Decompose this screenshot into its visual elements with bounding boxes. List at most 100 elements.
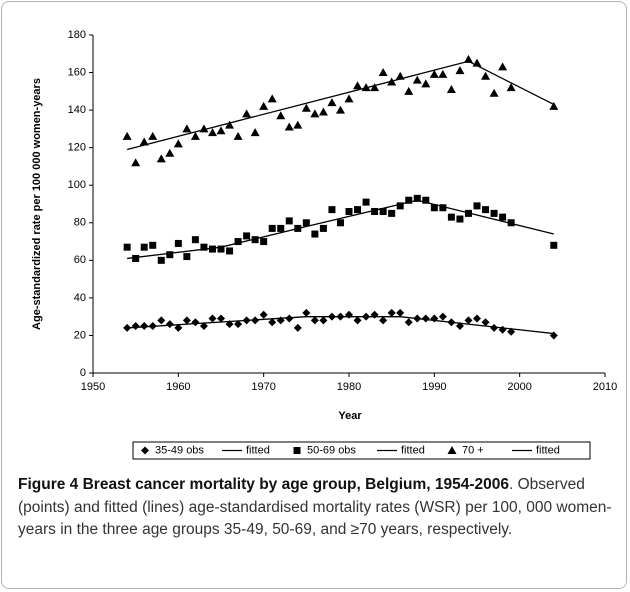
marker-triangle	[353, 81, 363, 90]
marker-triangle	[267, 94, 277, 103]
marker-triangle	[301, 103, 311, 112]
marker-diamond	[319, 316, 328, 325]
marker-diamond	[353, 316, 362, 325]
marker-diamond	[345, 310, 353, 319]
marker-square	[191, 236, 199, 244]
marker-square	[226, 247, 234, 255]
y-tick-label: 40	[74, 292, 86, 304]
marker-diamond	[421, 314, 430, 323]
legend-label: 35-49 obs	[155, 444, 204, 456]
marker-triangle	[242, 109, 252, 118]
y-tick-label: 180	[68, 29, 86, 41]
chart: Year Age-standardized rate per 100 000 w…	[31, 29, 617, 460]
marker-triangle	[190, 131, 200, 140]
marker-square	[319, 224, 327, 232]
x-tick-label: 1960	[166, 381, 190, 393]
marker-diamond	[285, 314, 294, 323]
marker-diamond	[157, 316, 166, 325]
marker-square	[123, 243, 131, 251]
marker-diamond	[464, 316, 473, 325]
legend-label: fitted	[246, 444, 270, 456]
marker-triangle	[233, 131, 243, 140]
marker-triangle	[122, 131, 132, 140]
x-tick-label: 2000	[507, 381, 531, 393]
marker-square	[208, 245, 216, 253]
marker-triangle	[293, 120, 303, 129]
marker-diamond	[199, 322, 208, 331]
marker-square	[183, 253, 191, 261]
fitted-line	[127, 316, 554, 335]
marker-square	[447, 213, 455, 221]
legend-label: fitted	[536, 444, 560, 456]
marker-square	[430, 204, 438, 212]
marker-diamond	[174, 323, 183, 332]
marker-square	[268, 224, 276, 232]
marker-square	[490, 209, 498, 217]
marker-triangle	[481, 71, 491, 80]
marker-triangle	[506, 83, 516, 92]
x-tick-label: 2010	[593, 381, 617, 393]
marker-square	[482, 206, 490, 214]
marker-diamond	[234, 320, 243, 329]
y-tick-label: 100	[68, 179, 86, 191]
marker-diamond	[131, 322, 140, 331]
marker-triangle	[165, 148, 175, 157]
marker-triangle	[370, 83, 380, 92]
marker-square	[293, 447, 301, 454]
y-tick-label: 140	[68, 104, 86, 116]
marker-square	[260, 238, 268, 246]
marker-triangle	[327, 98, 337, 107]
marker-diamond	[481, 318, 490, 327]
marker-triangle	[318, 107, 328, 116]
marker-diamond	[490, 323, 499, 332]
marker-triangle	[139, 137, 149, 146]
marker-triangle	[446, 84, 456, 93]
x-tick-label: 1950	[81, 381, 105, 393]
marker-diamond	[404, 318, 413, 327]
y-tick-label: 60	[74, 254, 86, 266]
marker-diamond	[191, 318, 200, 327]
marker-triangle	[463, 54, 473, 63]
marker-triangle	[259, 101, 269, 110]
y-tick-label: 120	[68, 142, 86, 154]
marker-square	[166, 251, 174, 259]
marker-triangle	[447, 446, 457, 454]
marker-diamond	[259, 310, 268, 319]
marker-triangle	[429, 69, 439, 78]
marker-square	[277, 224, 285, 232]
marker-square	[354, 206, 362, 214]
marker-triangle	[549, 101, 559, 110]
marker-triangle	[378, 68, 388, 77]
marker-square	[132, 254, 140, 262]
marker-diamond	[310, 316, 319, 325]
marker-triangle	[310, 109, 320, 118]
marker-square	[328, 206, 336, 214]
caption-text: . Observed (points) and fitted (lines) a…	[18, 476, 612, 538]
marker-triangle	[207, 128, 217, 137]
marker-square	[302, 219, 310, 227]
marker-square	[140, 243, 148, 251]
marker-triangle	[131, 158, 141, 167]
marker-triangle	[489, 88, 499, 97]
marker-square	[456, 215, 464, 223]
marker-square	[550, 241, 558, 249]
legend-label: 70 +	[462, 444, 484, 456]
marker-triangle	[344, 94, 354, 103]
marker-diamond	[370, 310, 379, 319]
marker-triangle	[182, 124, 192, 133]
y-tick-label: 0	[80, 367, 86, 379]
marker-square	[473, 202, 481, 210]
marker-diamond	[208, 314, 217, 323]
marker-diamond	[140, 322, 149, 331]
marker-triangle	[498, 62, 508, 71]
x-tick-label: 1990	[422, 381, 446, 393]
marker-diamond	[302, 308, 311, 317]
marker-triangle	[156, 154, 166, 163]
caption: Figure 4 Breast cancer mortality by age …	[18, 474, 616, 542]
marker-diamond	[473, 314, 481, 323]
marker-square	[243, 232, 251, 240]
marker-diamond	[438, 312, 447, 321]
marker-square	[499, 213, 507, 221]
y-axis-label: Age-standardized rate per 100 000 women-…	[31, 78, 43, 330]
